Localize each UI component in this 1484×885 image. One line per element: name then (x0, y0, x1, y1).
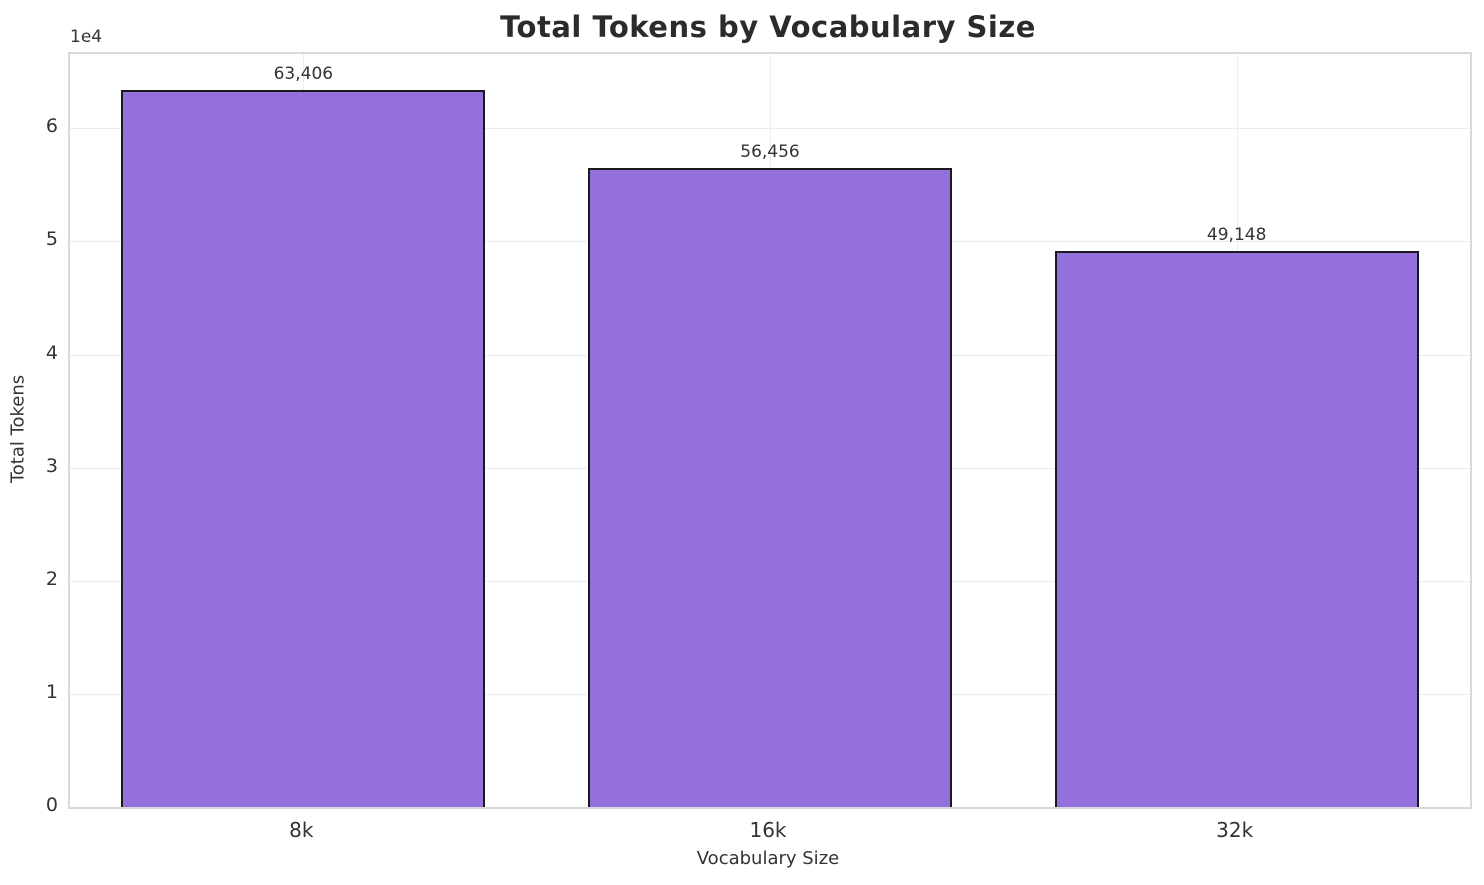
bar (121, 89, 486, 807)
plot-area: 63,406 56,456 49,148 (68, 52, 1472, 809)
x-axis-label: Vocabulary Size (696, 848, 840, 869)
chart-title: Total Tokens by Vocabulary Size (500, 10, 1036, 44)
bar (1054, 251, 1419, 807)
y-tick-label: 5 (45, 228, 58, 251)
y-tick-label: 1 (45, 680, 58, 703)
x-tick-label: 16k (749, 818, 787, 842)
y-tick-label: 2 (45, 567, 58, 590)
bar-value-label: 49,148 (1206, 225, 1267, 246)
y-axis-label: Total Tokens (7, 374, 29, 484)
y-tick-label: 0 (45, 794, 58, 816)
y-tick-label: 6 (45, 115, 58, 138)
y-tick-label: 4 (45, 341, 58, 364)
y-tick-label: 3 (45, 454, 58, 477)
bar-value-label: 56,456 (740, 142, 800, 163)
y-axis-offset-label: 1e4 (70, 27, 103, 47)
x-tick-label: 32k (1216, 818, 1254, 842)
x-tick-label: 8k (289, 818, 314, 842)
bar-value-label: 63,406 (273, 63, 334, 84)
bar (588, 168, 952, 807)
